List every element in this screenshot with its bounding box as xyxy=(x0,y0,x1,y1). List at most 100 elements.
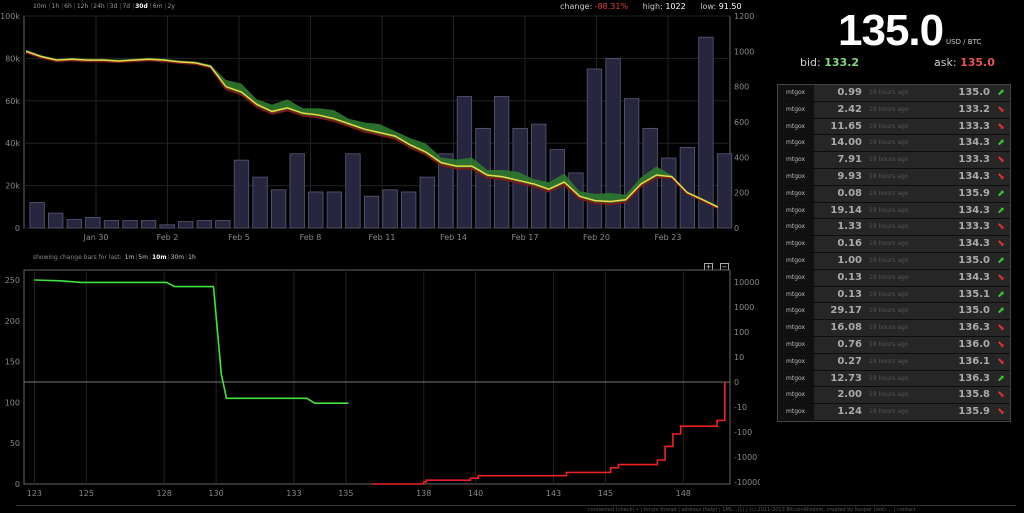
trade-price: 133.2 xyxy=(930,101,992,118)
trade-time: 19 hours ago xyxy=(866,252,930,269)
x-tick: 128 xyxy=(157,489,172,498)
trade-row: mtgox 2.00 19 hours ago 135.8 ⬊ xyxy=(778,387,1010,405)
range-separator: | xyxy=(132,3,135,10)
y-right-tick: -10000 xyxy=(734,478,760,487)
trade-time: 19 hours ago xyxy=(866,101,930,118)
trade-time: 19 hours ago xyxy=(866,320,930,336)
range-6m[interactable]: 6m xyxy=(152,3,163,10)
range-3d[interactable]: 3d xyxy=(109,3,118,10)
volume-bar xyxy=(196,220,212,229)
range-24h[interactable]: 24h xyxy=(93,3,105,10)
trade-exchange: mtgox xyxy=(778,387,814,404)
volume-bar xyxy=(363,195,380,229)
trade-exchange: mtgox xyxy=(778,269,814,286)
trade-time: 19 hours ago xyxy=(866,135,930,152)
trade-exchange: mtgox xyxy=(778,152,814,168)
range-2y[interactable]: 2y xyxy=(167,3,175,10)
trade-exchange: mtgox xyxy=(778,202,814,219)
volume-bar xyxy=(29,202,45,229)
changebar-option-30m[interactable]: 30m xyxy=(170,254,185,261)
y-right-tick: 100 xyxy=(734,328,749,337)
trade-row: mtgox 29.17 19 hours ago 135.0 ⬈ xyxy=(778,303,1010,321)
y-right-tick: 1200 xyxy=(734,12,754,21)
trade-exchange: mtgox xyxy=(778,252,814,269)
arrow-up-icon: ⬈ xyxy=(992,135,1010,152)
range-10m[interactable]: 10m xyxy=(33,3,47,10)
trade-price: 135.9 xyxy=(930,185,992,202)
x-tick: Jan 30 xyxy=(82,233,108,242)
changebar-separator: | xyxy=(135,254,138,261)
trade-time: 19 hours ago xyxy=(866,219,930,236)
trade-time: 19 hours ago xyxy=(866,118,930,135)
x-tick: 148 xyxy=(676,489,691,498)
volume-bar xyxy=(178,221,194,229)
trade-time: 19 hours ago xyxy=(866,269,930,286)
range-separator: | xyxy=(149,3,152,10)
changebar-option-1m[interactable]: 1m xyxy=(124,254,135,261)
trade-exchange: mtgox xyxy=(778,118,814,135)
range-separator: | xyxy=(73,3,76,10)
stats-bar: change: -88.31% high: 1022 low: 91.50 xyxy=(560,2,754,11)
depth-chart[interactable]: 050100150200250-10000-1000-100-100101001… xyxy=(0,262,760,500)
trade-row: mtgox 14.00 19 hours ago 134.3 ⬈ xyxy=(778,135,1010,153)
arrow-down-icon: ⬊ xyxy=(992,236,1010,252)
y-right-tick: -100 xyxy=(734,428,752,437)
changebar-separator: | xyxy=(148,254,151,261)
arrow-up-icon: ⬈ xyxy=(992,85,1010,101)
arrow-down-icon: ⬊ xyxy=(992,320,1010,336)
footer-divider xyxy=(16,505,1016,506)
volume-bar xyxy=(493,96,510,229)
trade-exchange: mtgox xyxy=(778,336,814,353)
changebar-label: showing change bars for last: xyxy=(33,254,124,261)
trade-time: 19 hours ago xyxy=(866,370,930,387)
trade-time: 19 hours ago xyxy=(866,236,930,252)
x-tick: 125 xyxy=(79,489,94,498)
trade-row: mtgox 16.08 19 hours ago 136.3 ⬊ xyxy=(778,320,1010,337)
volume-bar xyxy=(438,153,454,229)
trade-exchange: mtgox xyxy=(778,219,814,236)
changebar-option-1h[interactable]: 1h xyxy=(188,254,196,261)
range-7d[interactable]: 7d xyxy=(122,3,131,10)
range-6h[interactable]: 6h xyxy=(64,3,72,10)
trade-row: mtgox 7.91 19 hours ago 133.3 ⬊ xyxy=(778,152,1010,169)
range-12h[interactable]: 12h xyxy=(76,3,89,10)
changebar-separator: | xyxy=(185,254,188,261)
trade-amount: 12.73 xyxy=(814,370,866,387)
trade-time: 19 hours ago xyxy=(866,185,930,202)
trade-amount: 19.14 xyxy=(814,202,866,219)
arrow-up-icon: ⬈ xyxy=(992,252,1010,269)
ask-change-line xyxy=(371,382,726,485)
x-tick: Feb 14 xyxy=(440,233,467,242)
x-tick: 140 xyxy=(468,489,483,498)
range-separator: | xyxy=(61,3,64,10)
range-30d[interactable]: 30d xyxy=(135,3,148,10)
x-tick: 145 xyxy=(598,489,613,498)
trade-time: 19 hours ago xyxy=(866,336,930,353)
trade-row: mtgox 1.00 19 hours ago 135.0 ⬈ xyxy=(778,252,1010,270)
bid-label: bid: xyxy=(800,56,821,69)
range-1h[interactable]: 1h xyxy=(51,3,60,10)
changebar-option-10m[interactable]: 10m xyxy=(151,254,167,261)
trade-exchange: mtgox xyxy=(778,370,814,387)
y-right-tick: 200 xyxy=(734,189,749,198)
volume-bar xyxy=(103,220,120,229)
trade-time: 19 hours ago xyxy=(866,152,930,168)
price-volume-chart[interactable]: 0 20k 40k 60k 80k 100k 0 200 400 600 800 1000 1200 Ja… xyxy=(0,12,760,247)
trade-row: mtgox 0.08 19 hours ago 135.9 ⬈ xyxy=(778,185,1010,203)
volume-bar xyxy=(623,98,640,229)
range-separator: | xyxy=(90,3,93,10)
y-left-tick: 250 xyxy=(5,276,20,285)
current-price: 135.0 xyxy=(838,6,944,55)
trade-time: 19 hours ago xyxy=(866,303,930,320)
trade-price: 135.9 xyxy=(930,404,992,420)
bid-value: 133.2 xyxy=(824,56,860,69)
y-left-tick: 80k xyxy=(5,54,20,63)
changebar-option-5m[interactable]: 5m xyxy=(138,254,148,261)
y-left-tick: 100 xyxy=(5,398,20,407)
x-tick: Feb 20 xyxy=(583,233,610,242)
range-separator: | xyxy=(106,3,109,10)
volume-bar xyxy=(716,153,733,229)
y-left-tick: 100k xyxy=(0,12,20,21)
range-separator: | xyxy=(48,3,51,10)
volume-bar xyxy=(66,219,82,229)
